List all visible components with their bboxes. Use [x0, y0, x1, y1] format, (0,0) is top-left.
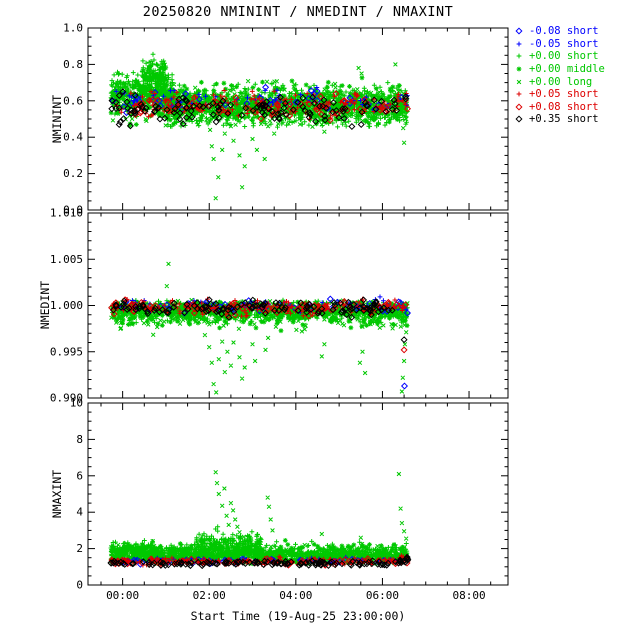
y-tick-label: 1.0 [63, 22, 83, 35]
plus-icon [516, 54, 522, 59]
y-tick-label: 1.000 [50, 299, 83, 312]
asterisk-icon [516, 66, 522, 72]
diamond-icon [515, 103, 523, 111]
series-+0.35-short [108, 88, 410, 131]
panel-nminint: 0.0 0.2 0.4 0.6 0.8 1.0 [63, 22, 509, 217]
legend-item: +0.00 short [513, 50, 605, 63]
legend-item: +0.00 long [513, 75, 605, 88]
y-axis-label-nminint: NMININT [50, 94, 64, 144]
panel-nmedint: 0.990 0.995 1.000 1.005 1.010 [50, 207, 509, 405]
legend: -0.08 short -0.05 short +0.00 short +0.00 m… [513, 25, 605, 126]
y-tick-label: 1.005 [50, 253, 83, 266]
legend-label: +0.00 long [529, 75, 593, 88]
y-tick-label: 0.990 [50, 392, 83, 405]
legend-item: +0.08 short [513, 101, 605, 114]
y-tick-label: 0.8 [63, 58, 83, 71]
y-tick-label: 1.010 [50, 207, 83, 220]
diamond-icon [515, 27, 523, 35]
series-+0.35-short [109, 296, 408, 344]
panel-nmaxint: 0 2 4 6 8 10 00:00 02:00 04:00 06:00 08:00 [70, 397, 509, 602]
legend-label: +0.00 short [529, 50, 599, 63]
series-+0.00-long [109, 261, 410, 395]
diamond-icon [515, 115, 523, 123]
y-axis-label-nmedint: NMEDINT [38, 280, 52, 330]
legend-label: -0.05 short [529, 37, 599, 50]
y-tick-label: 0 [76, 579, 83, 592]
panel-border [87, 27, 509, 211]
y-tick-label: 8 [76, 433, 83, 446]
x-tick-label: 04:00 [279, 589, 312, 602]
y-tick-label: 0.995 [50, 345, 83, 358]
plus-icon [516, 41, 522, 47]
legend-label: -0.08 short [529, 25, 599, 38]
y-tick-label: 0.6 [63, 94, 83, 107]
chart-title: 20250820 NMININT / NMEDINT / NMAXINT [142, 4, 454, 20]
legend-label: +0.05 short [529, 88, 599, 101]
y-tick-label: 2 [76, 542, 83, 555]
legend-item: +0.35 short [513, 113, 605, 126]
x-tick-label: 06:00 [366, 589, 399, 602]
legend-label: +0.35 short [529, 113, 599, 126]
x-tick-label: 00:00 [106, 589, 139, 602]
series-+0.35-short [107, 553, 412, 570]
legend-item: -0.05 short [513, 38, 605, 51]
y-tick-label: 0.0 [63, 204, 83, 217]
x-axis-label: Start Time (19-Aug-25 23:00:00) [190, 609, 406, 623]
legend-item: -0.08 short [513, 25, 605, 38]
x-tick-label: 08:00 [452, 589, 485, 602]
y-tick-label: 0.4 [63, 131, 83, 144]
legend-item: +0.00 middle [513, 63, 605, 76]
y-tick-label: 0.2 [63, 167, 83, 180]
legend-label: +0.08 short [529, 100, 599, 113]
plus-icon [516, 91, 522, 97]
x-icon [516, 79, 522, 84]
legend-label: +0.00 middle [529, 63, 605, 76]
y-tick-label: 4 [76, 506, 83, 519]
y-tick-label: 10 [70, 397, 83, 410]
legend-item: +0.05 short [513, 88, 605, 101]
x-tick-label: 02:00 [193, 589, 226, 602]
y-tick-label: 6 [76, 469, 83, 482]
y-axis-label-nmaxint: NMAXINT [50, 469, 64, 519]
